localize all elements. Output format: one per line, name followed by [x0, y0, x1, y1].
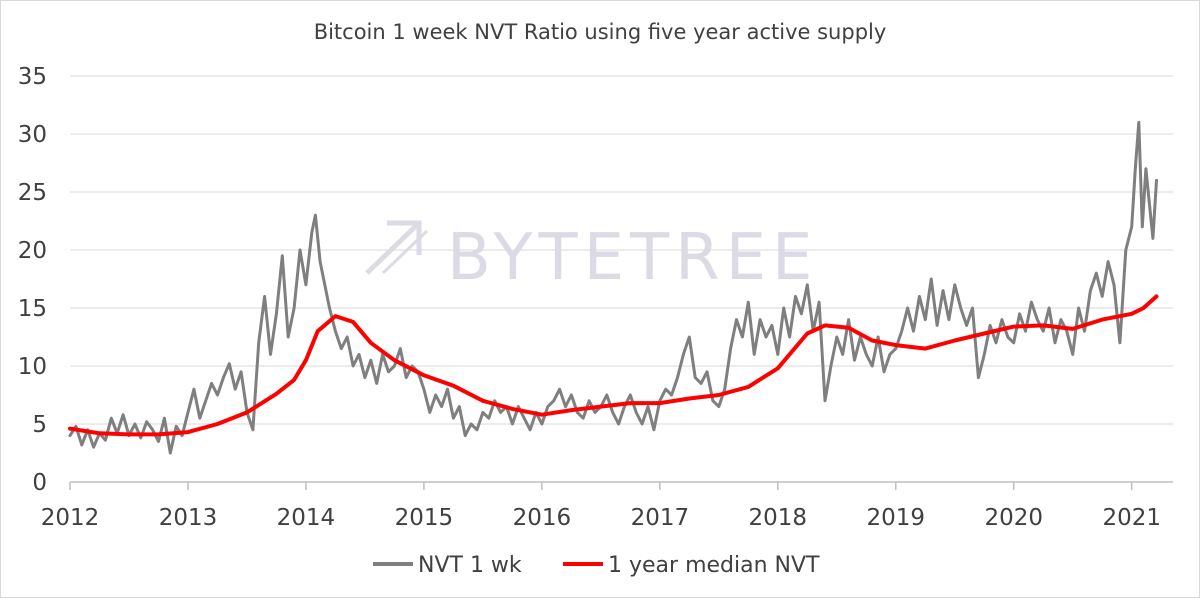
x-tick-label: 2021: [1102, 505, 1161, 531]
y-tick-label: 35: [18, 64, 47, 90]
x-tick-label: 2017: [631, 505, 690, 531]
x-tick-label: 2018: [749, 505, 808, 531]
y-tick-label: 15: [18, 296, 47, 322]
chart-title: Bitcoin 1 week NVT Ratio using five year…: [314, 20, 887, 44]
y-tick-label: 5: [32, 412, 47, 438]
legend: NVT 1 wk 1 year median NVT: [373, 553, 820, 578]
y-tick-label: 30: [18, 122, 47, 148]
y-tick-label: 25: [18, 180, 47, 206]
y-tick-label: 0: [32, 470, 47, 496]
x-tick-label: 2013: [159, 505, 218, 531]
legend-label-nvt-1wk: NVT 1 wk: [418, 553, 522, 578]
watermark-text: BYTETREE: [447, 221, 818, 295]
y-tick-label: 20: [18, 238, 47, 264]
bytetree-logo-icon: [365, 220, 429, 275]
x-tick-label: 2020: [984, 505, 1043, 531]
x-tick-label: 2015: [395, 505, 454, 531]
bytetree-watermark: BYTETREE: [365, 220, 818, 295]
y-axis-ticks: 0 5 10 15 20 25 30 35: [18, 64, 47, 496]
legend-label-median-nvt: 1 year median NVT: [608, 553, 820, 578]
series-line-nvt-1wk: [68, 120, 1158, 455]
x-axis-ticks: 2012 2013 2014 2015 2016 2017 2018 2019 2020 2021: [41, 482, 1161, 531]
series-line-median-nvt: [68, 294, 1159, 437]
x-tick-label: 2012: [41, 505, 100, 531]
x-tick-label: 2016: [513, 505, 572, 531]
series-layer: [68, 120, 1159, 455]
x-tick-label: 2019: [867, 505, 926, 531]
x-tick-label: 2014: [277, 505, 336, 531]
y-tick-label: 10: [18, 354, 47, 380]
